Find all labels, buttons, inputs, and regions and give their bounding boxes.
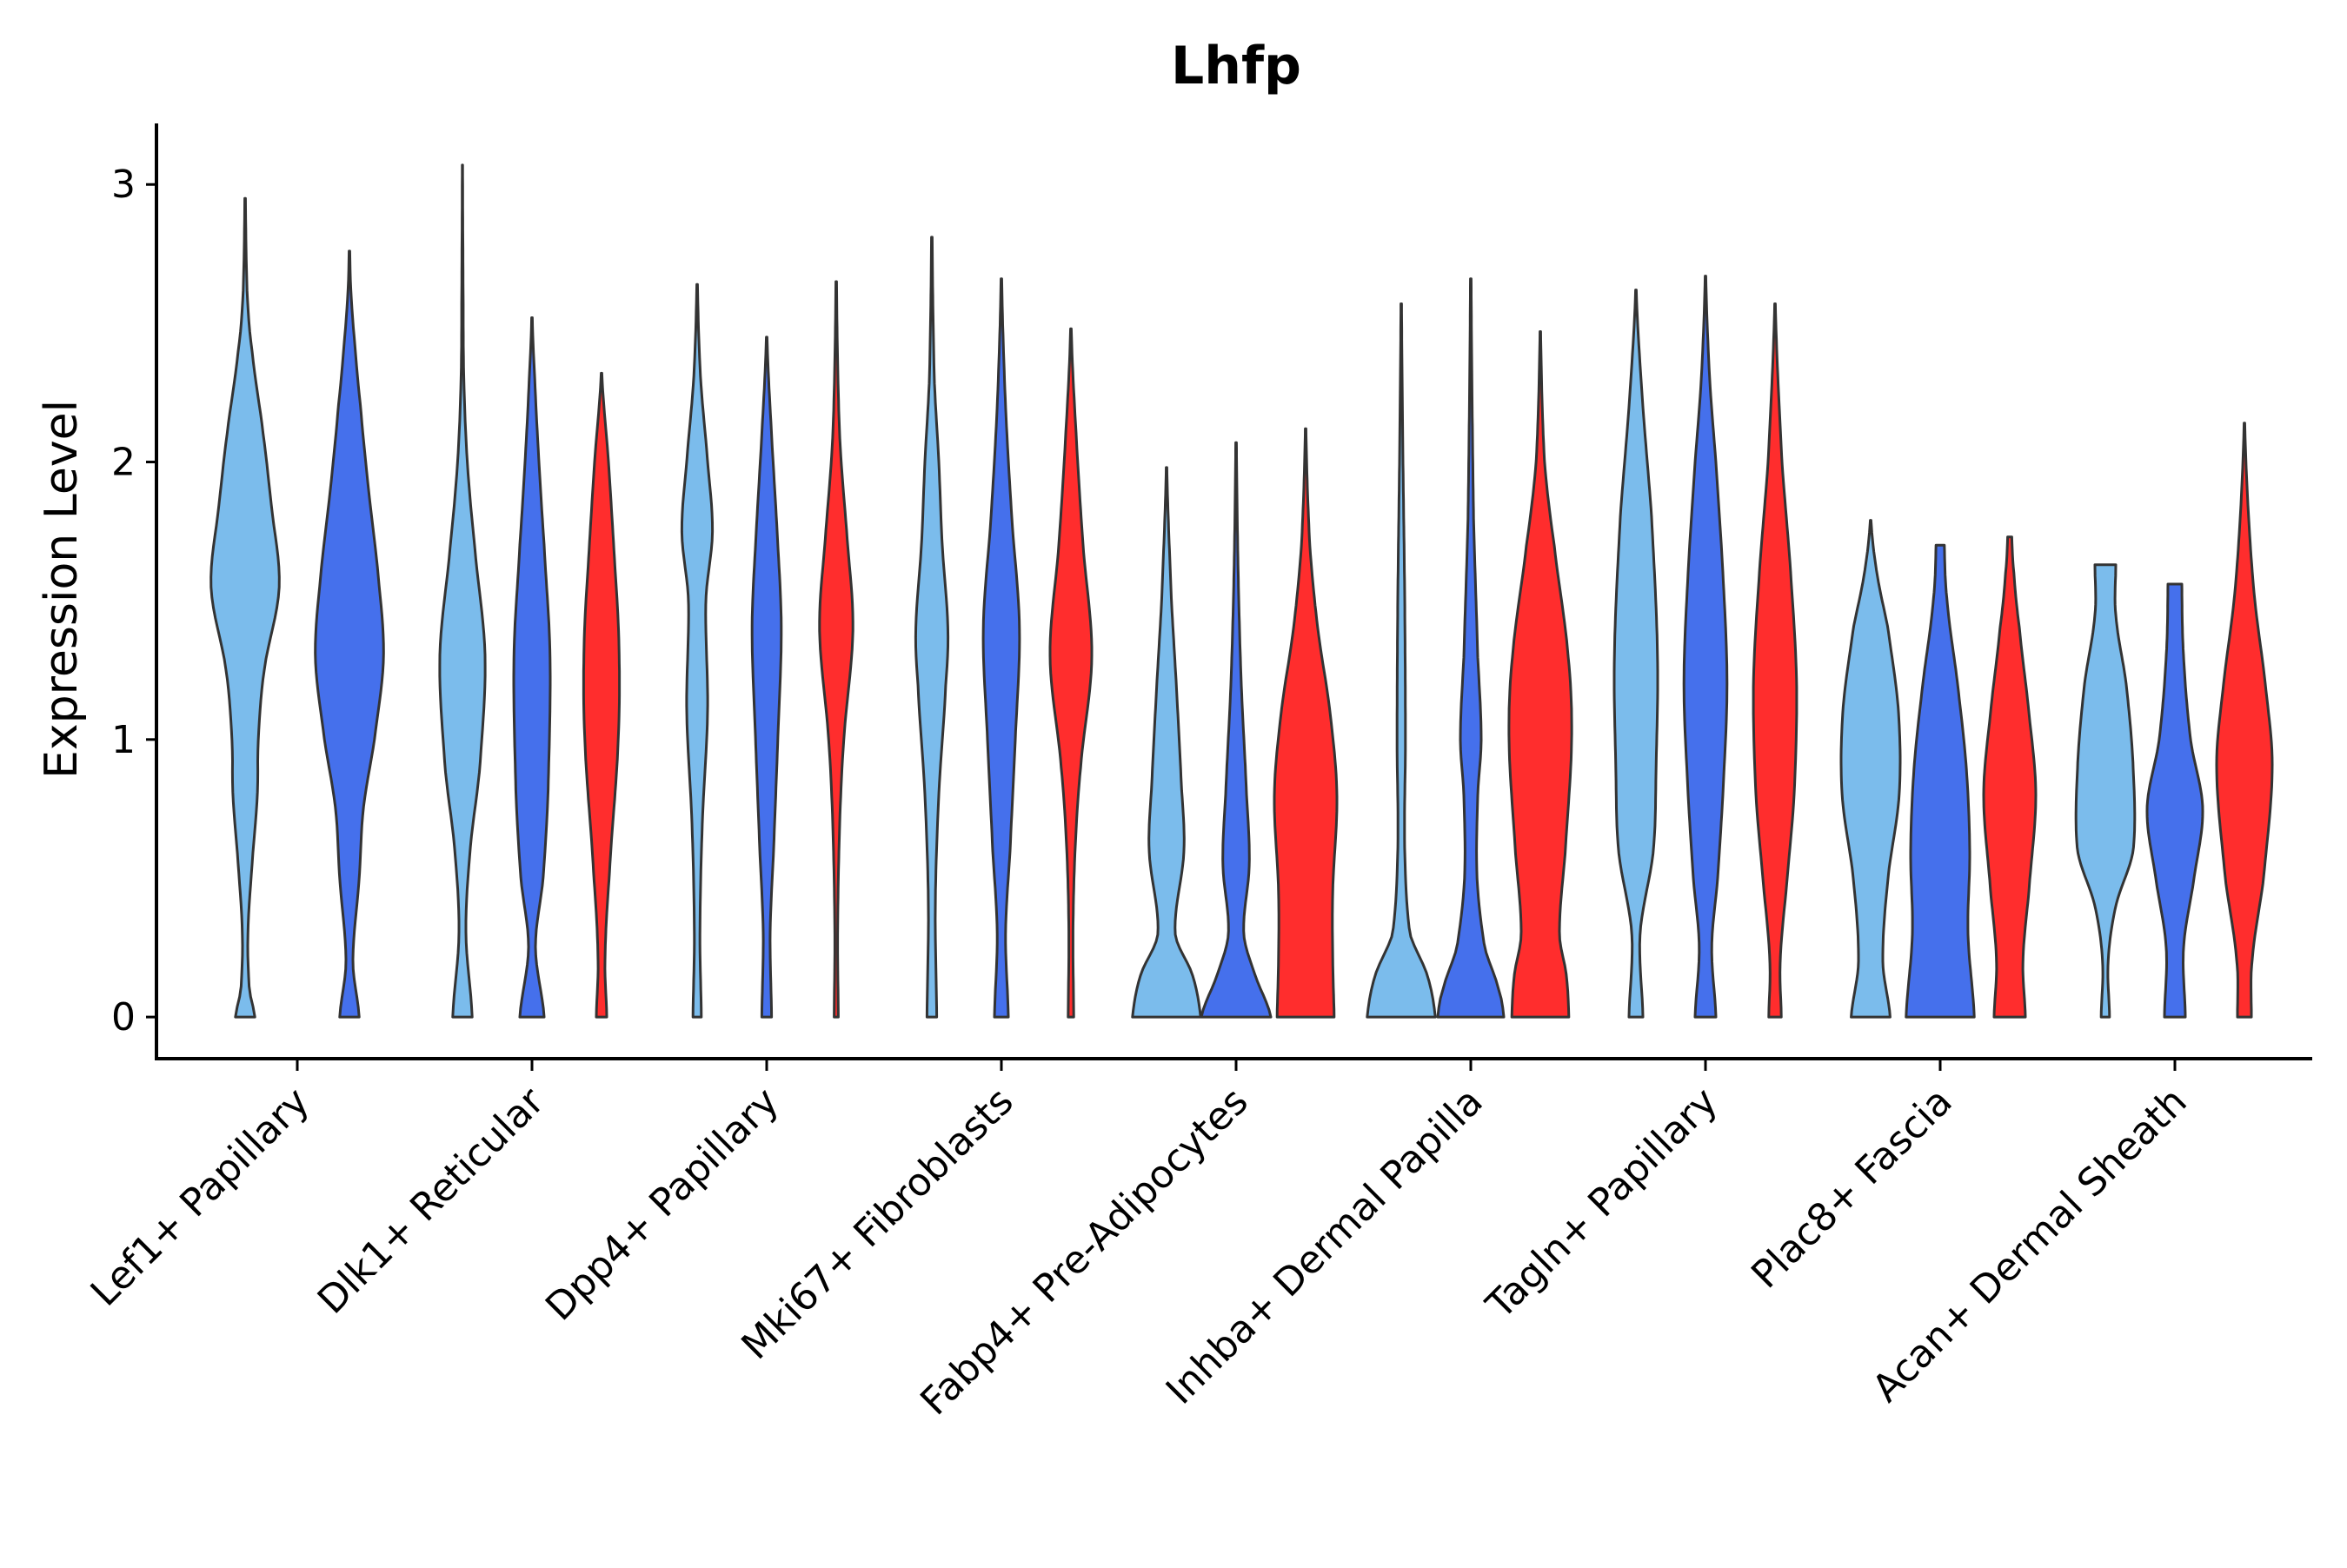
- violin-blue: [750, 336, 783, 1019]
- violin-blue: [981, 277, 1021, 1019]
- x-tick-label: Tagln+ Papillary: [1478, 1080, 1726, 1328]
- violin-blue: [1436, 277, 1506, 1019]
- x-tick-label: Lef1+ Papillary: [83, 1080, 318, 1315]
- violin-light-blue: [2074, 563, 2137, 1019]
- violin-red: [1507, 330, 1573, 1019]
- violin-light-blue: [1366, 302, 1437, 1019]
- violin-blue: [1905, 543, 1976, 1019]
- violin-light-blue: [1131, 466, 1202, 1019]
- y-tick-label: 0: [111, 995, 136, 1040]
- violin-light-blue: [680, 282, 715, 1019]
- y-tick-label: 2: [111, 441, 136, 485]
- violin-light-blue: [438, 163, 487, 1019]
- violin-blue: [1682, 275, 1729, 1019]
- violin-light-blue: [914, 236, 950, 1019]
- x-tick-label: Dlk1+ Reticular: [309, 1079, 554, 1323]
- violin-blue: [512, 316, 552, 1019]
- violin-red: [1273, 427, 1339, 1019]
- violin-red: [818, 280, 854, 1019]
- y-axis-ticks: 0 1 2 3: [111, 163, 156, 1040]
- x-tick-label: Dpp4+ Papillary: [537, 1080, 788, 1330]
- x-tick-label: Plac8+ Fascia: [1743, 1080, 1961, 1298]
- violin-red: [1048, 327, 1094, 1019]
- violin-light-blue: [1839, 519, 1902, 1019]
- violin-group: [209, 163, 2274, 1019]
- violin-light-blue: [1612, 289, 1659, 1019]
- violin-blue: [314, 249, 385, 1019]
- y-tick-label: 3: [111, 163, 136, 207]
- violin-light-blue: [209, 196, 281, 1019]
- y-tick-label: 1: [111, 718, 136, 762]
- chart-title: Lhfp: [1171, 36, 1301, 96]
- violin-blue: [2145, 582, 2204, 1019]
- violin-red: [582, 371, 622, 1019]
- violin-blue: [1200, 441, 1273, 1019]
- violin-red: [1982, 535, 2038, 1019]
- y-axis-label: Expression Level: [36, 400, 88, 779]
- violin-red: [1752, 302, 1798, 1019]
- violin-red: [2215, 422, 2274, 1019]
